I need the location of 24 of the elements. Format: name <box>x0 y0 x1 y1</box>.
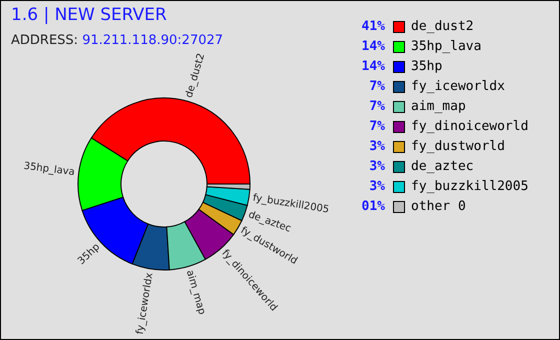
legend-label: other 0 <box>411 199 466 214</box>
text: ADDRESS: 91.211.118.90:27027 <box>11 33 224 48</box>
data-label: 41% <box>360 19 385 34</box>
legend-label: de_aztec <box>411 159 474 174</box>
data-label: 3% <box>368 179 385 194</box>
legend-label: fy_iceworldx <box>411 79 505 94</box>
data-label: 3% <box>368 159 385 174</box>
legend-label: de_dust2 <box>411 19 474 34</box>
data-label: 3% <box>368 139 385 154</box>
legend-label: 35hp_lava <box>411 39 482 54</box>
chart-title: 1.6 | NEW SERVER <box>11 5 167 25</box>
slice-label: fy_iceworldx <box>134 272 156 336</box>
slice-label: 35hp_lava <box>23 160 76 178</box>
legend-label: fy_buzzkill2005 <box>411 179 528 194</box>
data-label: 14% <box>360 39 385 54</box>
data-label: 7% <box>368 119 385 134</box>
data-label: 14% <box>360 59 385 74</box>
data-label: 01% <box>360 199 385 214</box>
legend-label: aim_map <box>411 99 466 114</box>
data-label: 7% <box>368 79 385 94</box>
data-label: 7% <box>368 99 385 114</box>
legend-label: fy_dustworld <box>411 139 505 154</box>
legend-label: 35hp <box>411 59 442 74</box>
legend-label: fy_dinoiceworld <box>411 119 528 134</box>
